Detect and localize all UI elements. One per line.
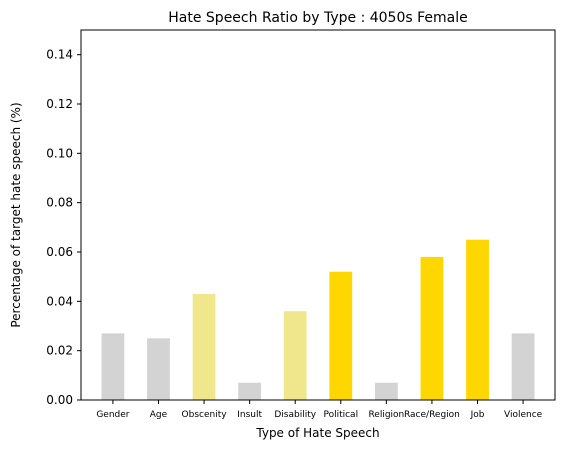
x-tick-label: Violence	[504, 410, 543, 420]
x-tick-label: Race/Region	[404, 410, 460, 420]
y-tick-label: 0.02	[46, 344, 73, 358]
bar-obscenity	[192, 293, 216, 400]
x-tick-label: Job	[470, 410, 485, 420]
bar-political	[329, 271, 353, 400]
y-tick-label: 0.10	[46, 146, 73, 160]
y-axis-label: Percentage of target hate speech (%)	[9, 102, 23, 327]
bar-job	[466, 239, 489, 400]
bar-religion	[374, 382, 398, 400]
bar-violence	[511, 333, 535, 400]
y-tick-label: 0.08	[46, 196, 73, 210]
y-tick-label: 0.06	[46, 245, 73, 259]
y-tick-label: 0.14	[46, 48, 73, 62]
x-axis-ticks: Gender Age Obscenity Insult Disability Politi…	[96, 400, 543, 420]
bar-age	[147, 338, 170, 400]
x-tick-label: Obscenity	[182, 410, 228, 420]
bar-gender	[101, 333, 125, 400]
x-tick-label: Political	[323, 410, 358, 420]
x-tick-label: Religion	[368, 410, 404, 420]
plot-frame	[80, 29, 556, 401]
bar-race-region	[420, 256, 444, 400]
x-tick-label: Gender	[96, 410, 129, 420]
x-tick-label: Insult	[237, 410, 262, 420]
bar-insult	[238, 382, 262, 400]
y-axis-ticks: 0.00 0.02 0.04 0.06 0.08 0.10 0.12 0.14	[46, 48, 81, 407]
x-tick-label: Disability	[274, 410, 316, 420]
y-tick-label: 0.04	[46, 294, 73, 308]
y-tick-label: 0.00	[46, 393, 73, 407]
x-axis-label: Type of Hate Speech	[255, 426, 379, 440]
bar-disability	[283, 311, 307, 400]
chart-title: Hate Speech Ratio by Type : 4050s Female	[168, 10, 467, 26]
x-tick-label: Age	[150, 410, 168, 420]
bars-layer	[101, 239, 535, 400]
y-tick-label: 0.12	[46, 97, 73, 111]
